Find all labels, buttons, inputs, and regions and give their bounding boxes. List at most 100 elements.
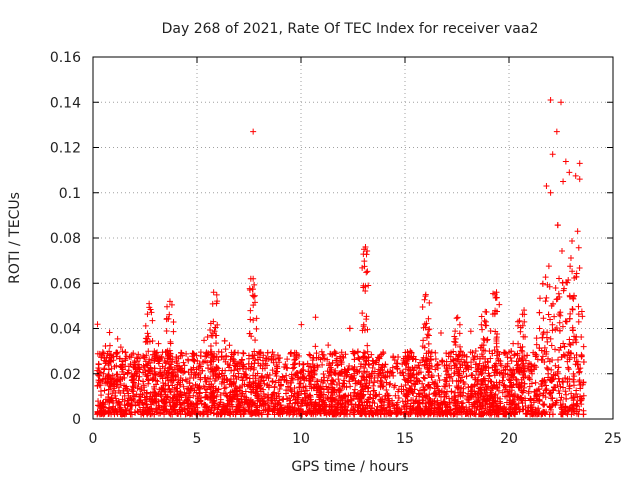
data-point — [211, 350, 218, 357]
data-point — [211, 328, 218, 335]
data-point — [282, 390, 289, 397]
data-point — [468, 383, 475, 390]
data-point — [213, 353, 220, 360]
data-point — [238, 396, 245, 403]
data-point — [365, 282, 372, 289]
data-point — [443, 393, 450, 400]
data-point — [207, 362, 214, 369]
data-point — [383, 386, 390, 393]
data-point — [570, 295, 577, 302]
data-point — [140, 369, 147, 376]
data-point — [321, 355, 328, 362]
data-point — [250, 275, 257, 282]
data-point — [536, 309, 543, 316]
data-point — [144, 362, 151, 369]
data-point — [551, 383, 558, 390]
data-point — [320, 406, 327, 413]
data-point — [298, 367, 305, 374]
data-point — [392, 392, 399, 399]
data-point — [226, 405, 233, 412]
data-point — [527, 366, 534, 373]
data-point — [370, 387, 377, 394]
data-point — [580, 411, 587, 418]
data-point — [158, 397, 165, 404]
data-point — [315, 354, 322, 361]
data-point — [425, 399, 432, 406]
data-point — [272, 370, 279, 377]
data-point — [468, 359, 475, 366]
data-point — [373, 407, 380, 414]
data-point — [477, 386, 484, 393]
data-point — [573, 358, 580, 365]
data-point — [400, 411, 407, 418]
data-point — [107, 352, 114, 359]
data-point — [377, 367, 384, 374]
data-point — [263, 356, 270, 363]
data-point — [443, 364, 450, 371]
data-point — [307, 411, 314, 418]
data-point — [135, 361, 142, 368]
data-point — [532, 379, 539, 386]
data-point — [143, 361, 150, 368]
data-point — [460, 385, 467, 392]
data-point — [557, 344, 564, 351]
data-point — [457, 364, 464, 371]
data-point — [212, 324, 219, 331]
data-point — [452, 339, 459, 346]
data-point — [511, 351, 518, 358]
data-point — [151, 396, 158, 403]
data-point — [202, 393, 209, 400]
data-point — [310, 407, 317, 414]
data-point — [265, 408, 272, 415]
data-point — [442, 378, 449, 385]
data-point — [327, 409, 334, 416]
data-point — [105, 378, 112, 385]
data-point — [236, 406, 243, 413]
data-point — [155, 390, 162, 397]
data-point — [573, 400, 580, 407]
data-point — [576, 368, 583, 375]
data-point — [124, 370, 131, 377]
data-point — [331, 386, 338, 393]
data-point — [168, 364, 175, 371]
data-point — [542, 382, 549, 389]
data-point — [536, 295, 543, 302]
x-tick-labels: 0 5 10 15 20 25 — [89, 431, 622, 447]
data-point — [407, 405, 414, 412]
data-point — [268, 353, 275, 360]
data-point — [189, 350, 196, 357]
data-point — [494, 330, 501, 337]
data-point — [259, 411, 266, 418]
data-point — [549, 411, 556, 418]
data-point — [290, 393, 297, 400]
data-point — [320, 371, 327, 378]
data-point — [560, 340, 567, 347]
data-point — [400, 357, 407, 364]
y-tick-label: 0 — [72, 412, 81, 428]
data-point — [550, 375, 557, 382]
data-point — [467, 349, 474, 356]
data-point — [231, 386, 238, 393]
data-point — [266, 372, 273, 379]
data-point — [439, 401, 446, 408]
data-point — [148, 356, 155, 363]
data-point — [331, 350, 338, 357]
data-point — [145, 377, 152, 384]
y-tick-label: 0.06 — [50, 276, 81, 292]
data-point — [193, 366, 200, 373]
data-point — [381, 396, 388, 403]
data-point — [113, 350, 120, 357]
data-point — [197, 410, 204, 417]
data-point — [542, 274, 549, 281]
data-point — [509, 406, 516, 413]
data-point — [163, 328, 170, 335]
data-point — [459, 403, 466, 410]
data-point — [541, 377, 548, 384]
y-tick-labels: 0 0.02 0.04 0.06 0.08 0.1 0.12 0.14 0.16 — [50, 50, 81, 428]
data-point — [305, 368, 312, 375]
data-point — [240, 349, 247, 356]
data-point — [565, 366, 572, 373]
data-point — [317, 391, 324, 398]
data-point — [449, 377, 456, 384]
data-point — [506, 397, 513, 404]
